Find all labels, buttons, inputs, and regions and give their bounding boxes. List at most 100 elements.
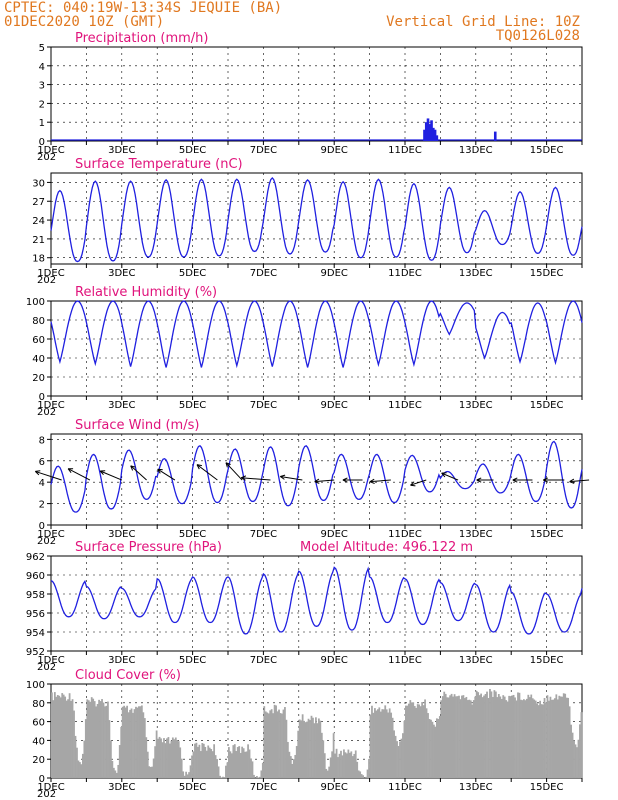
cloud-bar — [230, 753, 233, 778]
cloud-bar — [241, 746, 244, 778]
cloud-bar — [406, 705, 409, 778]
cloud-bar — [149, 766, 152, 778]
plot-frame — [50, 172, 583, 265]
cloud-bar — [86, 699, 89, 778]
cloud-bar — [533, 699, 536, 778]
cloud-bar — [62, 694, 65, 778]
cloud-bar — [489, 688, 491, 778]
x-tick-label: 13DEC — [459, 400, 493, 411]
cloud-bar — [561, 696, 564, 778]
x-tick-label: 11DEC — [388, 145, 422, 156]
cloud-bar — [235, 751, 238, 778]
cloud-bar — [323, 753, 326, 778]
cloud-bar — [530, 694, 533, 778]
cloud-bar — [348, 752, 351, 778]
cloud-bar — [502, 695, 505, 778]
cloud-bar — [343, 749, 345, 778]
cloud-bar — [466, 700, 469, 778]
wind-vector-head — [410, 481, 416, 487]
x-tick-label: 9DEC — [321, 529, 348, 540]
cloud-bar — [161, 742, 164, 778]
cloud-bar — [101, 699, 103, 778]
cloud-bar — [433, 724, 435, 778]
wind-vector-head — [99, 470, 106, 476]
cloud-bar — [250, 758, 252, 778]
x-tick-label: 9DEC — [321, 655, 348, 666]
cloud-bar — [120, 726, 123, 778]
precip-bar — [430, 120, 433, 141]
cloud-bar — [210, 749, 213, 778]
y-tick-label: 100 — [26, 680, 45, 691]
x-tick-label: 15DEC — [530, 268, 564, 279]
cloud-bar — [340, 750, 342, 778]
cloud-bar — [236, 747, 239, 778]
cloud-bar — [309, 720, 311, 778]
y-tick-label: 3 — [39, 81, 45, 92]
x-tick-label: 15DEC — [530, 529, 564, 540]
y-tick-label: 0 — [39, 137, 45, 148]
cloud-bar — [157, 738, 159, 778]
y-tick-label: 18 — [32, 254, 45, 265]
cloud-bar — [222, 776, 224, 778]
x-tick-label: 3DEC — [108, 145, 135, 156]
x-tick-label: 1DEC — [37, 268, 64, 279]
x-year-label: 202 — [37, 275, 56, 286]
cloud-bar — [58, 695, 61, 778]
plot-frame — [50, 300, 583, 397]
plot-frame — [50, 555, 583, 652]
cloud-bar — [272, 713, 275, 778]
x-tick-label: 11DEC — [388, 655, 422, 666]
cloud-bar — [219, 775, 221, 778]
cloud-bar — [413, 706, 416, 778]
cloud-bar — [98, 699, 100, 778]
cloud-bar — [428, 719, 431, 778]
x-year-label: 202 — [37, 152, 56, 163]
x-tick-label: 11DEC — [388, 268, 422, 279]
cloud-bar — [540, 704, 543, 778]
cloud-bar — [257, 777, 260, 778]
cloud-bar — [477, 692, 480, 778]
wind-vector — [67, 468, 91, 481]
cloud-bar — [372, 712, 375, 778]
cloud-bar — [378, 707, 381, 778]
cloud-bar — [490, 691, 493, 778]
cloud-bar — [478, 695, 481, 778]
cloud-bar — [449, 695, 452, 778]
cloud-bar — [422, 705, 425, 778]
plot-frame — [50, 46, 583, 142]
cloud-bar — [341, 755, 344, 778]
cloud-bar — [497, 694, 500, 778]
cloud-bar — [202, 743, 205, 778]
panel-title: Precipitation (mm/h) — [75, 31, 208, 46]
cloud-bar — [356, 761, 359, 778]
x-tick-label: 13DEC — [459, 655, 493, 666]
cloud-bar — [555, 694, 558, 778]
x-tick-label: 7DEC — [250, 400, 277, 411]
cloud-bar — [472, 700, 475, 778]
cloud-bar — [459, 699, 462, 778]
cloud-bar — [403, 720, 406, 778]
cloud-bar — [487, 697, 490, 778]
precip-bar — [423, 129, 426, 141]
cloud-bar — [186, 774, 189, 778]
cloud-bar — [484, 694, 487, 778]
cloud-bar — [135, 706, 137, 778]
wind-vector-head — [280, 474, 286, 480]
cloud-bar — [334, 753, 336, 778]
cloud-bar — [192, 751, 195, 778]
wind-vector-head — [67, 468, 74, 473]
cloud-bar — [292, 759, 295, 778]
cloud-bar — [173, 739, 176, 778]
panel-title: Surface Temperature (nC) — [75, 157, 243, 172]
cloud-bar — [73, 710, 75, 778]
cloud-bar — [465, 696, 468, 778]
cloud-bar — [183, 775, 186, 778]
cloud-bar — [456, 696, 459, 778]
cloud-bar — [248, 749, 251, 778]
cloud-bar — [278, 709, 280, 778]
cloud-bar — [525, 698, 528, 778]
chart-panel-4: 0 2 4 6 8 1DEC 3DEC 5DEC 7DEC 9DEC 11DEC 13DEC 15DEC… — [34, 418, 590, 547]
cloud-bar — [127, 712, 130, 778]
y-tick-label: 60 — [32, 335, 45, 346]
wind-vector-head — [314, 478, 320, 484]
